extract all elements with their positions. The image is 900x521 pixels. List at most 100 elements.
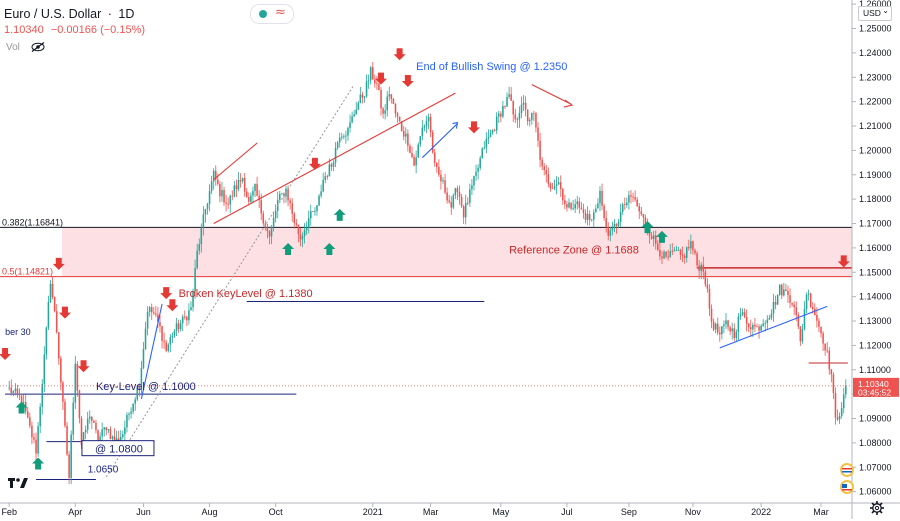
price-tick-label: 1.21000 — [859, 121, 892, 131]
sell-arrow-icon — [393, 48, 406, 61]
candle — [233, 181, 236, 198]
candle — [326, 174, 329, 180]
level-1-065-label: 1.0650 — [88, 465, 119, 476]
candle — [700, 262, 702, 280]
candle — [254, 183, 256, 197]
sell-arrow-icon — [0, 348, 12, 361]
time-axis[interactable]: Feb Apr Jun Aug Oct 2021 Mar May Jul Sep Nov 2022 Ma… — [1, 503, 829, 517]
candle — [272, 211, 275, 232]
candle — [679, 248, 682, 260]
candle — [192, 288, 194, 312]
candle — [355, 101, 358, 115]
candle — [570, 202, 572, 211]
candle — [384, 104, 386, 120]
candle — [219, 181, 221, 203]
candle — [250, 192, 252, 204]
candle — [91, 416, 93, 430]
sell-arrow-icon — [467, 121, 480, 134]
volume-indicator[interactable]: Vol — [6, 42, 45, 53]
tradingview-logo[interactable] — [8, 476, 30, 490]
time-tick-label: Jun — [136, 507, 151, 517]
price-axis[interactable]: 1.26000 1.25000 1.24000 1.23000 1.22000 1.210… — [852, 0, 892, 497]
candle — [301, 232, 304, 248]
candle — [727, 319, 729, 331]
candle — [797, 312, 800, 330]
candle — [541, 157, 543, 171]
candle — [109, 426, 112, 440]
candle — [392, 97, 395, 105]
candle — [652, 230, 655, 247]
candle — [471, 179, 473, 196]
candle — [537, 122, 539, 147]
candle — [681, 246, 684, 263]
candle — [766, 315, 769, 331]
candle — [473, 175, 475, 191]
candle — [710, 304, 713, 329]
candle — [559, 175, 562, 197]
candle — [49, 279, 52, 303]
candle — [227, 197, 229, 209]
candle — [35, 432, 37, 462]
candle — [512, 100, 515, 122]
candle — [175, 317, 178, 336]
candle — [324, 171, 327, 184]
candle — [39, 403, 41, 434]
candle — [557, 176, 560, 185]
candle — [675, 245, 678, 252]
sell-arrow-icon — [401, 75, 414, 88]
candle — [45, 326, 48, 360]
candle — [774, 295, 777, 310]
candle — [731, 322, 733, 340]
candle — [696, 251, 698, 269]
candle — [454, 187, 457, 200]
candle — [640, 206, 643, 216]
candle — [225, 194, 227, 212]
eye-off-icon[interactable] — [31, 42, 45, 53]
plot-area[interactable]: 0.382(1.16841) 0.5(1.14821) End of Bullish… — [0, 48, 877, 485]
time-tick-label: Apr — [68, 507, 82, 517]
timeframe-label[interactable]: 1D — [118, 7, 135, 21]
settings-button[interactable] — [869, 500, 885, 516]
symbol-title[interactable]: Euro / U.S. Dollar — [4, 7, 102, 21]
ber-30-label: ber 30 — [5, 327, 31, 337]
price-badge — [853, 377, 899, 397]
candle — [822, 331, 824, 352]
candle — [105, 427, 108, 436]
candle — [642, 213, 645, 226]
country-flags[interactable] — [839, 462, 855, 496]
candle — [140, 360, 143, 396]
candle — [237, 172, 240, 192]
trendline-dotted-trend — [105, 84, 355, 478]
currency-button[interactable]: USD ⌄ — [858, 6, 892, 21]
candle — [415, 150, 417, 174]
candle — [223, 186, 225, 207]
time-tick-label: 2021 — [363, 507, 383, 517]
candle — [502, 100, 504, 119]
candle — [27, 407, 29, 419]
candle — [814, 303, 816, 316]
candle — [489, 129, 492, 138]
price-tick-label: 1.12000 — [859, 340, 892, 350]
candle — [305, 221, 308, 235]
candle — [86, 411, 89, 434]
buy-arrow-icon — [32, 457, 45, 470]
candle — [524, 96, 527, 117]
candle — [607, 222, 610, 241]
candle — [310, 204, 312, 226]
candle — [834, 387, 837, 425]
status-pill[interactable]: ≈ — [250, 4, 294, 24]
sell-arrow-icon — [375, 72, 388, 85]
candle — [285, 186, 287, 203]
candle — [433, 148, 436, 167]
candle — [95, 419, 97, 434]
candle — [776, 294, 779, 306]
candle — [138, 383, 141, 397]
candle — [128, 412, 130, 421]
trendline-swing-top-line — [531, 84, 572, 105]
candle — [330, 162, 333, 171]
candle — [564, 194, 566, 210]
candle — [146, 306, 149, 336]
trendline-late-support — [719, 305, 828, 349]
price-tick-label: 1.17000 — [859, 219, 892, 229]
